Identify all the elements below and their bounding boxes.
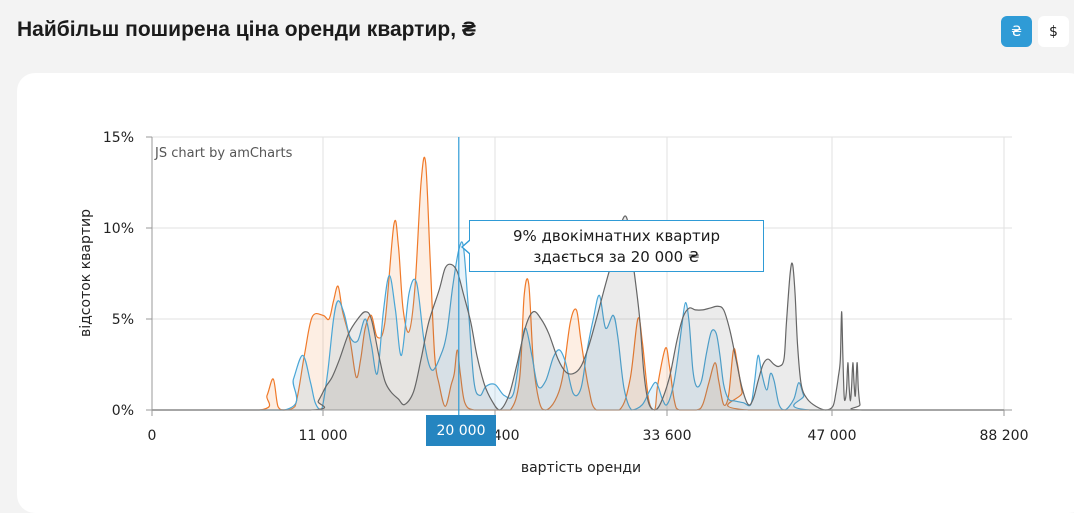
y-tick-labels: 0% 5% 10% 15%	[103, 130, 134, 419]
chart-card	[17, 73, 1074, 513]
tooltip-line-1: 9% двокімнатних квартир	[512, 227, 721, 245]
y-tick-label: 15%	[103, 130, 134, 146]
currency-uah-button[interactable]: ₴	[1001, 16, 1032, 47]
y-tick-label: 0%	[112, 403, 134, 419]
x-tick-label: 88 200	[980, 428, 1029, 444]
page-title: Найбільш поширена ціна оренди квартир, ₴	[17, 18, 476, 41]
series-area-fill	[152, 157, 1004, 410]
y-tick-label: 5%	[112, 312, 134, 328]
cursor-x-label: 20 000	[426, 415, 496, 446]
x-tick-label: 47 000	[808, 428, 857, 444]
currency-switch: ₴ $	[1001, 16, 1069, 47]
tooltip-line-2: здається за 20 000 ₴	[533, 248, 700, 266]
series-line	[152, 215, 1004, 411]
series-areas	[152, 156, 1004, 411]
x-axis-title: вартість оренди	[521, 460, 641, 476]
y-axis-title: відсоток квартир	[78, 209, 94, 337]
x-tick-label: 11 000	[299, 428, 348, 444]
x-tick-label: 33 600	[643, 428, 692, 444]
axes	[146, 136, 1012, 416]
series-area-fill	[152, 215, 1004, 410]
y-tick-label: 10%	[103, 221, 134, 237]
series-area-fill	[152, 241, 1004, 410]
chart-credit[interactable]: JS chart by amCharts	[154, 146, 293, 161]
currency-usd-button[interactable]: $	[1038, 16, 1069, 47]
x-tick-label: 0	[148, 428, 157, 444]
chart-tooltip: 9% двокімнатних квартир здається за 20 0…	[461, 220, 764, 272]
series-line	[152, 241, 1004, 411]
